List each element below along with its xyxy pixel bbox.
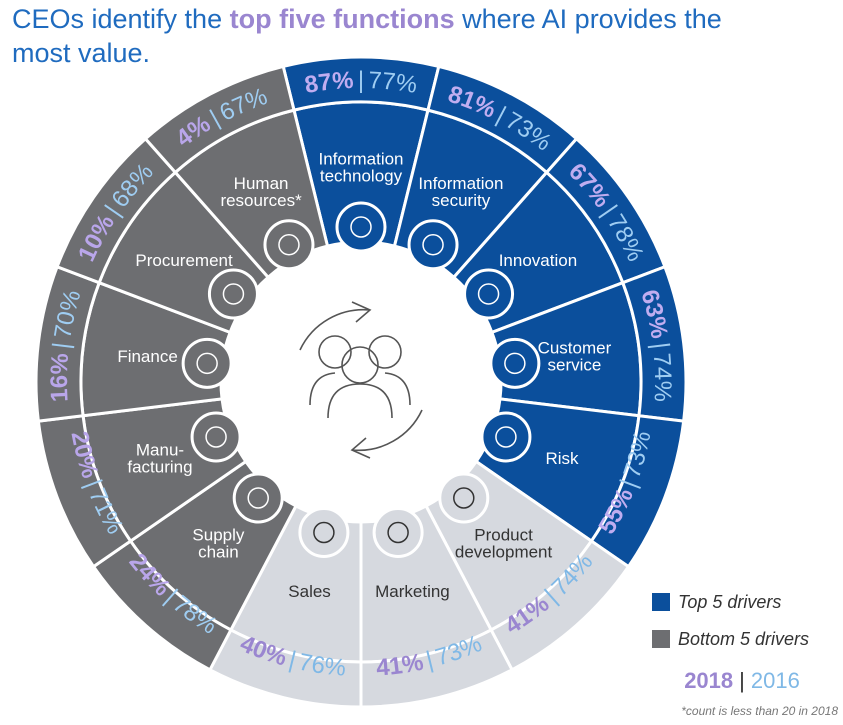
icon-glyph (278, 234, 300, 256)
icon (335, 201, 387, 253)
legend-label: Bottom 5 drivers (678, 629, 809, 649)
icon (480, 411, 532, 463)
segment-label: Innovation (499, 251, 577, 270)
legend: Top 5 drivers Bottom 5 drivers 2018 | 2016… (652, 592, 838, 718)
pct-2016: 74% (648, 352, 676, 402)
icon (463, 268, 515, 320)
segment-label: Risk (545, 449, 579, 468)
segment-label: facturing (127, 458, 192, 477)
segment-label: Information (318, 150, 403, 169)
segment-label: Procurement (135, 251, 233, 270)
segment-label: Finance (117, 347, 177, 366)
icon-glyph (504, 352, 526, 375)
segment-label: Supply (192, 525, 244, 544)
icon-glyph (247, 487, 269, 509)
center-icon (236, 255, 486, 505)
icon-glyph (313, 521, 335, 544)
title-line-2: most value. (12, 38, 150, 68)
icon-glyph (205, 426, 227, 448)
segment-label: technology (320, 167, 403, 186)
icon-glyph (453, 487, 475, 509)
icon (372, 506, 424, 558)
title-highlight: top five functions (230, 4, 455, 34)
icon (298, 506, 350, 558)
legend-swatch (652, 593, 670, 611)
icon (190, 411, 242, 463)
separator: | (739, 668, 745, 693)
title-line-1: CEOs identify the top five functions whe… (12, 4, 722, 34)
icon-glyph (350, 216, 372, 238)
icon (407, 219, 459, 271)
segment-label: Marketing (375, 582, 450, 601)
separator: | (647, 341, 675, 350)
separator: | (358, 67, 364, 94)
segment-label: Information (418, 174, 503, 193)
icon (232, 472, 284, 524)
segment-label: Customer (538, 339, 612, 358)
value-label: 87% | 77% (303, 67, 419, 99)
icon-glyph (422, 234, 444, 256)
segment-label: Manu- (136, 441, 184, 460)
icon (438, 472, 490, 524)
segment-label: Sales (288, 582, 331, 601)
segment-label: development (455, 542, 553, 561)
pct-2016: 77% (368, 67, 419, 99)
segment-label: resources* (220, 191, 302, 210)
pct-2018: 41% (375, 649, 425, 682)
icon-glyph (387, 521, 409, 544)
icon (181, 337, 233, 389)
year-2016: 2016 (751, 668, 800, 693)
separator: | (48, 341, 76, 350)
icon (207, 268, 259, 320)
icon (489, 337, 541, 389)
icon (263, 219, 315, 271)
icon-glyph (196, 352, 218, 375)
segment-label: security (432, 191, 491, 210)
pct-2018: 16% (46, 352, 74, 402)
legend-label: Top 5 drivers (678, 592, 781, 612)
pct-2018: 87% (303, 67, 355, 99)
title-part: CEOs identify the (12, 4, 230, 34)
value-band (143, 64, 296, 175)
legend-swatch (652, 630, 670, 648)
segment-label: service (548, 356, 602, 375)
year-2018: 2018 (684, 668, 733, 693)
year-legend: 2018 | 2016 (684, 668, 800, 693)
segment-label: Human (234, 174, 289, 193)
footnote: *count is less than 20 in 2018 (681, 704, 838, 718)
title-part: where AI provides the (455, 4, 722, 34)
segment-label: chain (198, 542, 239, 561)
segment-label: Product (474, 525, 533, 544)
icon-glyph (477, 283, 500, 305)
icon-glyph (222, 283, 245, 305)
icon-glyph (495, 426, 517, 448)
